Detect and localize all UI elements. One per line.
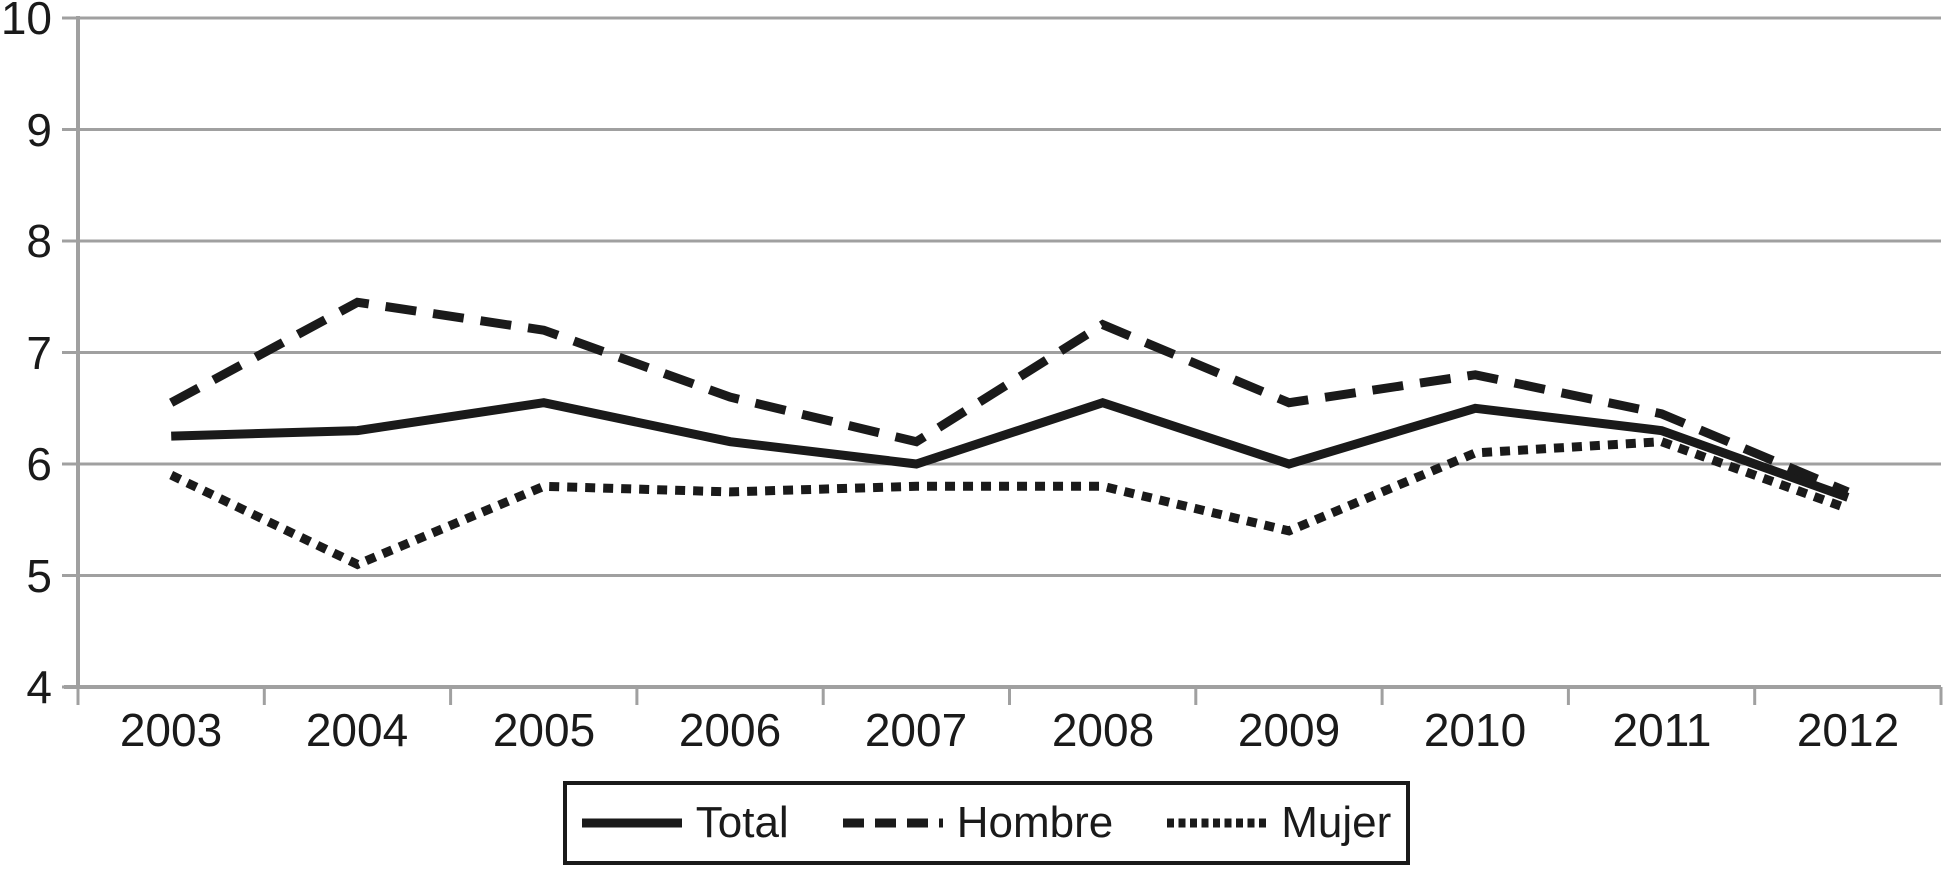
- x-axis-label: 2007: [864, 704, 968, 756]
- x-axis-label: 2008: [1051, 704, 1155, 756]
- y-axis-label: 10: [0, 0, 52, 44]
- legend: Total Hombre Mujer: [563, 781, 1410, 865]
- legend-item-hombre: Hombre: [842, 798, 1114, 848]
- x-axis-label: 2010: [1423, 704, 1527, 756]
- legend-label-hombre: Hombre: [956, 798, 1114, 847]
- series-total-line: [171, 397, 1850, 502]
- series-mujer-line: [169, 437, 1850, 570]
- legend-item-mujer: Mujer: [1167, 798, 1391, 848]
- x-axis-label: 2006: [678, 704, 782, 756]
- x-axis-label: 2012: [1796, 704, 1900, 756]
- legend-item-total: Total: [581, 798, 789, 848]
- y-axis-label: 7: [26, 327, 52, 379]
- x-axis-label: 2003: [119, 704, 223, 756]
- y-axis-label: 5: [26, 550, 52, 602]
- y-axis-label: 8: [26, 215, 52, 267]
- x-axis-label: 2011: [1612, 704, 1712, 756]
- solid-line-icon: [581, 818, 682, 828]
- y-axis-label: 9: [26, 104, 52, 156]
- x-axis-label: 2004: [305, 704, 409, 756]
- series-hombre-line: [169, 297, 1850, 497]
- legend-label-total: Total: [695, 798, 789, 847]
- x-axis-label: 2009: [1237, 704, 1341, 756]
- y-axis-label: 6: [26, 438, 52, 490]
- dotted-line-icon: [1167, 818, 1268, 828]
- x-axis-label: 2005: [492, 704, 596, 756]
- dashed-line-icon: [842, 818, 943, 828]
- legend-label-mujer: Mujer: [1281, 798, 1392, 847]
- y-axis-label: 4: [26, 661, 52, 713]
